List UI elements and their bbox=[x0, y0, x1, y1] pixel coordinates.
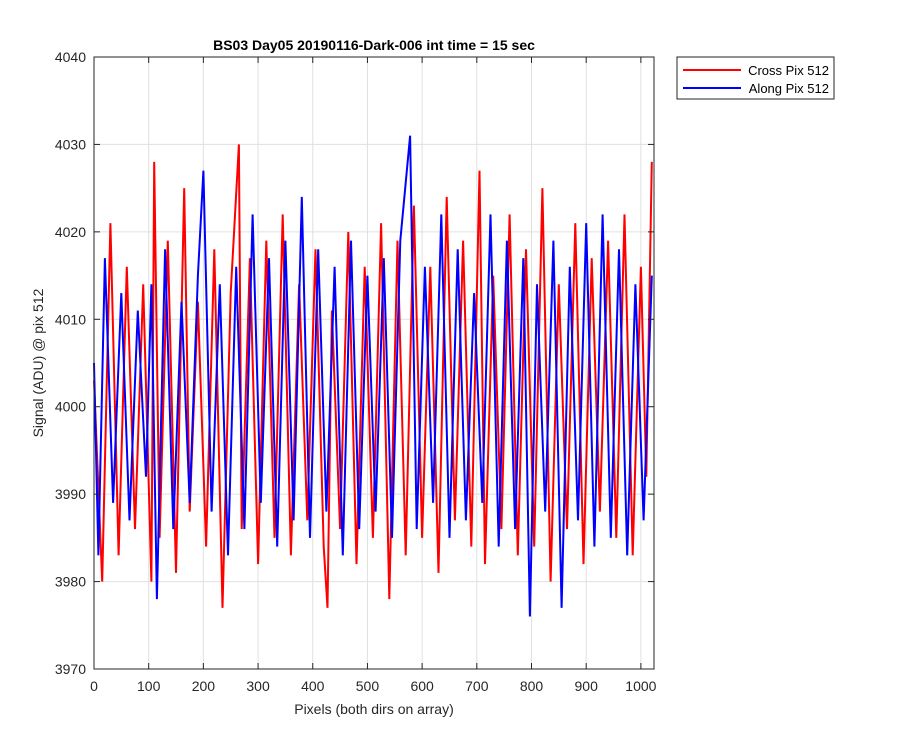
x-tick-label: 800 bbox=[520, 678, 544, 694]
y-tick-label: 3970 bbox=[55, 661, 86, 677]
y-tick-label: 3980 bbox=[55, 574, 86, 590]
series-group bbox=[93, 135, 653, 617]
legend: Cross Pix 512 Along Pix 512 bbox=[676, 56, 835, 100]
y-tick-label: 4010 bbox=[55, 311, 86, 327]
legend-box bbox=[676, 56, 835, 100]
x-tick-label: 300 bbox=[246, 678, 270, 694]
x-tick-label: 500 bbox=[356, 678, 380, 694]
x-tick-label: 200 bbox=[192, 678, 216, 694]
legend-label-cross: Cross Pix 512 bbox=[748, 63, 829, 78]
y-tick-label: 3990 bbox=[55, 486, 86, 502]
axes-box bbox=[93, 56, 655, 670]
y-axis-label: Signal (ADU) @ pix 512 bbox=[30, 288, 46, 437]
tick-labels: 0 100 200 300 400 500 600 700 800 900 1000 3970 3980… bbox=[55, 49, 657, 694]
legend-label-along: Along Pix 512 bbox=[749, 81, 829, 96]
x-tick-label: 100 bbox=[137, 678, 161, 694]
x-tick-label: 1000 bbox=[625, 678, 656, 694]
x-axis-label: Pixels (both dirs on array) bbox=[294, 701, 454, 717]
y-tick-label: 4040 bbox=[55, 49, 86, 65]
axes-background bbox=[94, 57, 654, 669]
series-line-cross-pix-512 bbox=[93, 144, 653, 608]
series-line-along-pix-512 bbox=[93, 135, 653, 617]
x-tick-label: 400 bbox=[301, 678, 325, 694]
x-tick-label: 900 bbox=[575, 678, 599, 694]
x-tick-label: 0 bbox=[90, 678, 98, 694]
x-tick-label: 600 bbox=[410, 678, 434, 694]
plot-area bbox=[93, 56, 655, 670]
y-tick-label: 4000 bbox=[55, 399, 86, 415]
y-tick-label: 4020 bbox=[55, 224, 86, 240]
y-tick-label: 4030 bbox=[55, 136, 86, 152]
x-tick-label: 700 bbox=[465, 678, 489, 694]
chart-title: BS03 Day05 20190116-Dark-006 int time = … bbox=[213, 37, 535, 53]
ticks bbox=[93, 56, 654, 670]
